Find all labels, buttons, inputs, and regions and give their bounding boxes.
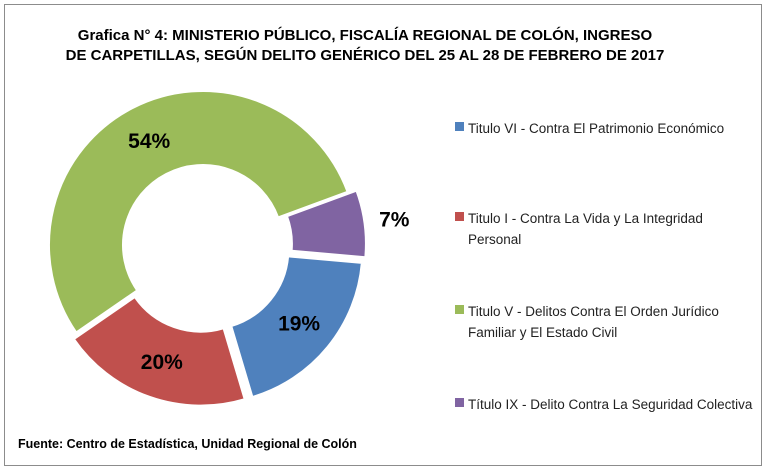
- legend-label: Titulo I - Contra La Vida y La Integrida…: [468, 208, 755, 250]
- source-note: Fuente: Centro de Estadística, Unidad Re…: [18, 437, 357, 451]
- slice-percent-label: 19%: [278, 312, 320, 335]
- legend-swatch: [455, 212, 464, 221]
- slice-percent-label: 20%: [141, 351, 183, 374]
- legend-item-titulo-i: Titulo I - Contra La Vida y La Integrida…: [455, 208, 755, 250]
- legend-item-titulo-v: Titulo V - Delitos Contra El Orden Juríd…: [455, 301, 755, 343]
- legend-item-titulo-ix: Título IX - Delito Contra La Seguridad C…: [455, 394, 755, 415]
- legend-label: Titulo V - Delitos Contra El Orden Juríd…: [468, 301, 755, 343]
- legend-swatch: [455, 305, 464, 314]
- legend-item-titulo-vi: Titulo VI - Contra El Patrimonio Económi…: [455, 118, 755, 139]
- legend-label: Título IX - Delito Contra La Seguridad C…: [468, 394, 755, 415]
- legend-swatch: [455, 122, 464, 131]
- legend-swatch: [455, 398, 464, 407]
- slice-percent-label: 7%: [379, 208, 410, 231]
- slice-percent-label: 54%: [128, 130, 170, 153]
- legend-label: Titulo VI - Contra El Patrimonio Económi…: [468, 118, 755, 139]
